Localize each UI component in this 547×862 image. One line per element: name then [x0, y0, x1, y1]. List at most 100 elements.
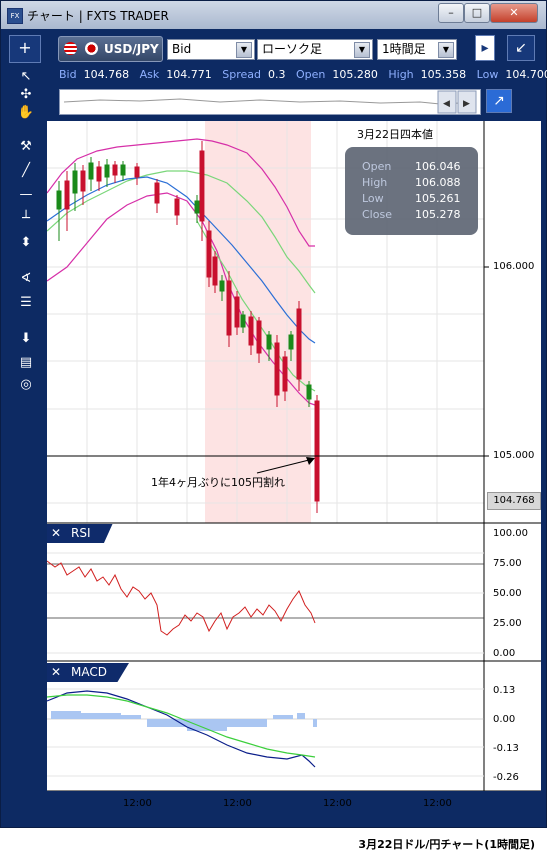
- trendline-icon[interactable]: ╱: [22, 163, 30, 178]
- bid-value: 104.768: [83, 68, 130, 81]
- navigator-sparkline: ◀ ▶: [63, 90, 477, 114]
- candlesticks: [56, 141, 320, 513]
- ohlc-high-label: High: [362, 176, 388, 189]
- price-axis-label: 106.000: [493, 261, 535, 272]
- macd-tick: 0.13: [493, 685, 516, 696]
- ohlc-close-label: Close: [362, 208, 392, 221]
- rsi-tick: 50.00: [493, 588, 522, 599]
- crosshair-icon[interactable]: ✣: [20, 87, 32, 102]
- close-panel-icon[interactable]: ✕: [47, 524, 65, 543]
- macd-grid: [47, 688, 484, 777]
- low-label: Low: [476, 68, 499, 81]
- bollinger-upper: [47, 138, 315, 247]
- price-type-select[interactable]: Bid ▼: [167, 39, 255, 60]
- chart-type-value: ローソク足: [262, 42, 323, 56]
- vertical-line-icon[interactable]: ┴: [22, 211, 30, 226]
- toolbar-scroll-button[interactable]: ▸: [475, 35, 495, 61]
- open-value: 105.280: [332, 68, 378, 81]
- rsi-tick: 25.00: [493, 618, 522, 629]
- high-label: High: [388, 68, 414, 81]
- rsi-label: RSI: [65, 524, 113, 543]
- camera-icon[interactable]: ◎: [20, 377, 32, 392]
- currency-pair-selector[interactable]: USD/JPY: [58, 36, 163, 62]
- timeframe-select[interactable]: 1時間足 ▼: [377, 39, 457, 60]
- pair-label: USD/JPY: [104, 42, 159, 56]
- figure-caption: 3月22日ドル/円チャート(1時間足): [358, 838, 535, 851]
- title-bar: FX チャート | FXTS TRADER – □ ✕: [1, 1, 546, 29]
- quote-strip: Bid 104.768 Ask 104.771 Spread 0.3 Open …: [59, 68, 547, 84]
- current-price-tag: 104.768: [487, 492, 541, 510]
- chart-canvas[interactable]: [47, 121, 541, 791]
- price-axis-label: 105.000: [493, 450, 535, 461]
- download-icon[interactable]: ⬇: [20, 331, 32, 346]
- time-axis-label: 12:00: [123, 798, 152, 809]
- macd-line: [47, 690, 316, 768]
- chart-window: FX チャート | FXTS TRADER – □ ✕ + USD/JPY Bi…: [0, 0, 547, 828]
- rsi-line: [47, 560, 316, 636]
- rsi-tick: 75.00: [493, 558, 522, 569]
- ohlc-high-value: 106.088: [415, 176, 461, 189]
- undock-icon[interactable]: ↙: [507, 35, 535, 61]
- auto-scroll-icon[interactable]: ↗: [486, 89, 512, 113]
- ma-green: [47, 170, 316, 294]
- annotation-arrow: [256, 458, 314, 474]
- chevron-down-icon: ▼: [236, 42, 252, 58]
- annotation-text: 1年4ヶ月ぶりに105円割れ: [151, 476, 285, 489]
- list-icon[interactable]: ▤: [19, 355, 33, 370]
- us-flag-icon: [64, 42, 77, 55]
- ohlc-open-label: Open: [362, 160, 392, 173]
- fan-icon[interactable]: ∢: [20, 271, 32, 286]
- macd-histogram: [51, 711, 317, 731]
- macd-tick: 0.00: [493, 714, 516, 725]
- rsi-tick: 0.00: [493, 648, 516, 659]
- ohlc-close-value: 105.278: [415, 208, 461, 221]
- chevron-down-icon: ▼: [438, 42, 454, 58]
- high-value: 105.358: [420, 68, 467, 81]
- channel-icon[interactable]: ⬍: [20, 235, 32, 250]
- ohlc-open-value: 106.046: [415, 160, 461, 173]
- price-axis-ticks: [484, 266, 489, 457]
- ask-label: Ask: [139, 68, 160, 81]
- svg-text:◀: ◀: [443, 99, 450, 109]
- ohlc-low-label: Low: [362, 192, 384, 205]
- time-axis-label: 12:00: [423, 798, 452, 809]
- minimize-button[interactable]: –: [438, 3, 464, 23]
- fibonacci-icon[interactable]: ☰: [20, 295, 32, 310]
- spread-label: Spread: [222, 68, 261, 81]
- price-type-value: Bid: [172, 42, 192, 56]
- ohlc-box: Open 106.046 High 106.088 Low 105.261 Cl…: [345, 147, 478, 235]
- hand-icon[interactable]: ✋: [17, 105, 35, 120]
- ohlc-title: 3月22日四本値: [357, 128, 433, 141]
- open-label: Open: [295, 68, 326, 81]
- rsi-tick: 100.00: [493, 528, 528, 539]
- chart-navigator[interactable]: ◀ ▶: [59, 89, 481, 115]
- macd-tick: -0.26: [493, 772, 519, 783]
- time-axis-label: 12:00: [223, 798, 252, 809]
- hammer-icon[interactable]: ⚒: [20, 139, 32, 154]
- chevron-down-icon: ▼: [354, 42, 370, 58]
- close-panel-icon[interactable]: ✕: [47, 663, 65, 682]
- maximize-button[interactable]: □: [464, 3, 490, 23]
- arrow-head-icon: [306, 457, 315, 465]
- low-value: 104.700: [505, 68, 547, 81]
- svg-text:▶: ▶: [463, 99, 470, 109]
- rsi-grid: [47, 552, 484, 654]
- bid-label: Bid: [59, 68, 77, 81]
- timeframe-value: 1時間足: [382, 42, 426, 56]
- jp-flag-icon: [85, 42, 98, 55]
- macd-label: MACD: [65, 663, 129, 682]
- horizontal-line-icon[interactable]: —: [19, 187, 33, 202]
- close-button[interactable]: ✕: [490, 3, 538, 23]
- macd-tick: -0.13: [493, 743, 519, 754]
- price-axis: [484, 121, 541, 791]
- signal-line: [47, 694, 316, 758]
- app-icon: FX: [7, 8, 23, 24]
- window-title: チャート | FXTS TRADER: [27, 9, 169, 23]
- ohlc-low-value: 105.261: [415, 192, 461, 205]
- spread-value: 0.3: [267, 68, 286, 81]
- chart-type-select[interactable]: ローソク足 ▼: [257, 39, 373, 60]
- time-axis-label: 12:00: [323, 798, 352, 809]
- pointer-icon[interactable]: ↖: [20, 69, 32, 84]
- ask-value: 104.771: [166, 68, 212, 81]
- add-chart-button[interactable]: +: [9, 35, 41, 63]
